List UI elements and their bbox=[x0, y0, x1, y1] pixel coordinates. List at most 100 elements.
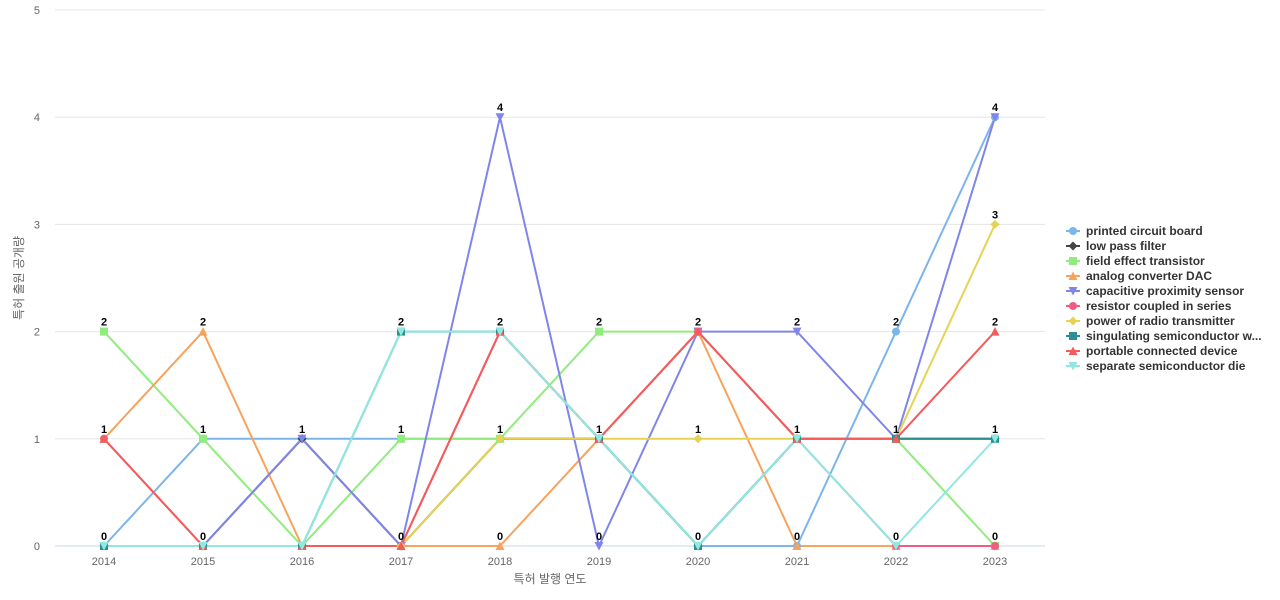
legend-marker bbox=[1068, 316, 1078, 326]
data-point bbox=[297, 542, 307, 551]
data-point bbox=[99, 434, 109, 443]
data-point bbox=[595, 327, 603, 336]
legend-marker bbox=[1069, 227, 1077, 235]
legend-item[interactable]: resistor coupled in series bbox=[1066, 299, 1232, 313]
legend-item[interactable]: printed circuit board bbox=[1066, 224, 1203, 238]
data-label: 0 bbox=[398, 531, 404, 543]
data-point bbox=[990, 434, 1000, 444]
data-point bbox=[693, 434, 703, 444]
data-labels: 0 1 2 0 1 2 1 0 1 2 0 1 2 4 0 1 2 0 1 2 0 1 2 0 1 2 0 1 2 3 4 bbox=[101, 102, 999, 543]
data-point bbox=[396, 327, 406, 337]
legend-item[interactable]: low pass filter bbox=[1066, 239, 1166, 253]
legend-marker bbox=[1069, 302, 1077, 310]
data-point bbox=[792, 327, 802, 337]
x-tick-label: 2016 bbox=[290, 556, 314, 568]
data-label: 0 bbox=[200, 531, 206, 543]
data-point bbox=[792, 434, 802, 444]
data-label: 0 bbox=[794, 531, 800, 543]
data-label: 1 bbox=[893, 424, 899, 436]
data-label: 1 bbox=[695, 424, 701, 436]
legend-label: capacitive proximity sensor bbox=[1086, 284, 1244, 298]
x-tick-label: 2015 bbox=[191, 556, 215, 568]
data-label: 2 bbox=[596, 317, 602, 329]
data-point bbox=[892, 327, 900, 336]
y-tick-label: 4 bbox=[34, 112, 40, 124]
legend-item[interactable]: power of radio transmitter bbox=[1066, 314, 1235, 328]
legend-marker bbox=[1068, 287, 1078, 296]
legend-label: resistor coupled in series bbox=[1086, 299, 1232, 313]
data-point bbox=[990, 327, 1000, 336]
data-label: 2 bbox=[398, 317, 404, 329]
data-label: 1 bbox=[398, 424, 404, 436]
y-tick-label: 3 bbox=[34, 219, 40, 231]
data-point bbox=[495, 434, 505, 444]
legend-item[interactable]: singulating semiconductor w... bbox=[1066, 329, 1262, 343]
legend-label: singulating semiconductor w... bbox=[1086, 329, 1262, 343]
legend-label: portable connected device bbox=[1086, 344, 1238, 358]
data-label: 1 bbox=[200, 424, 206, 436]
data-point bbox=[693, 327, 703, 336]
legend-item[interactable]: analog converter DAC bbox=[1066, 269, 1212, 283]
series-line-9 bbox=[104, 330, 996, 547]
data-label: 2 bbox=[992, 317, 998, 329]
data-point bbox=[495, 541, 505, 550]
data-point bbox=[693, 542, 703, 551]
x-tick-label: 2018 bbox=[488, 556, 512, 568]
data-label: 0 bbox=[596, 531, 602, 543]
x-tick-label: 2017 bbox=[389, 556, 413, 568]
data-point bbox=[594, 542, 604, 551]
y-tick-label: 5 bbox=[34, 5, 40, 17]
data-label: 0 bbox=[893, 531, 899, 543]
legend-item[interactable]: capacitive proximity sensor bbox=[1066, 284, 1244, 298]
series-markers bbox=[99, 113, 1000, 551]
legend-marker bbox=[1068, 241, 1078, 251]
legend-marker bbox=[1069, 257, 1077, 265]
legend-marker bbox=[1068, 271, 1078, 280]
data-point bbox=[990, 113, 1000, 122]
data-label: 4 bbox=[497, 102, 504, 114]
data-label: 2 bbox=[794, 317, 800, 329]
legend-label: printed circuit board bbox=[1086, 224, 1203, 238]
legend-item[interactable]: field effect transistor bbox=[1066, 254, 1205, 268]
data-point bbox=[99, 542, 109, 551]
y-axis-title: 특허 출원 공개량 bbox=[12, 236, 26, 320]
x-tick-label: 2021 bbox=[785, 556, 809, 568]
x-tick-label: 2020 bbox=[686, 556, 710, 568]
legend-marker bbox=[1069, 332, 1077, 340]
y-tick-label: 0 bbox=[34, 541, 40, 553]
y-tick-label: 1 bbox=[34, 434, 40, 446]
data-point bbox=[396, 541, 406, 550]
data-label: 1 bbox=[299, 424, 305, 436]
legend-marker bbox=[1068, 346, 1078, 355]
data-label: 1 bbox=[992, 424, 998, 436]
data-point bbox=[990, 219, 1000, 229]
data-label: 1 bbox=[794, 424, 800, 436]
data-point bbox=[100, 327, 108, 336]
data-label: 0 bbox=[497, 531, 503, 543]
y-axis-ticks: 0 1 2 3 4 5 bbox=[34, 5, 40, 553]
legend-item[interactable]: separate semiconductor die bbox=[1066, 359, 1246, 373]
x-tick-label: 2022 bbox=[884, 556, 908, 568]
x-tick-label: 2019 bbox=[587, 556, 611, 568]
data-point bbox=[397, 434, 405, 443]
y-tick-label: 2 bbox=[34, 327, 40, 339]
data-label: 1 bbox=[101, 424, 107, 436]
data-label: 2 bbox=[695, 317, 701, 329]
data-point bbox=[198, 327, 208, 336]
gridlines bbox=[55, 9, 1045, 440]
data-label: 0 bbox=[992, 531, 998, 543]
data-label: 1 bbox=[596, 424, 602, 436]
series-lines bbox=[103, 116, 996, 547]
legend-item[interactable]: portable connected device bbox=[1066, 344, 1238, 358]
legend-marker bbox=[1068, 362, 1078, 371]
data-label: 3 bbox=[992, 209, 998, 221]
series-line-3 bbox=[103, 330, 995, 547]
data-label: 4 bbox=[992, 102, 999, 114]
data-point bbox=[991, 542, 999, 550]
data-point bbox=[792, 541, 802, 550]
data-point bbox=[891, 434, 901, 443]
legend-label: separate semiconductor die bbox=[1086, 359, 1246, 373]
data-point bbox=[594, 434, 604, 444]
